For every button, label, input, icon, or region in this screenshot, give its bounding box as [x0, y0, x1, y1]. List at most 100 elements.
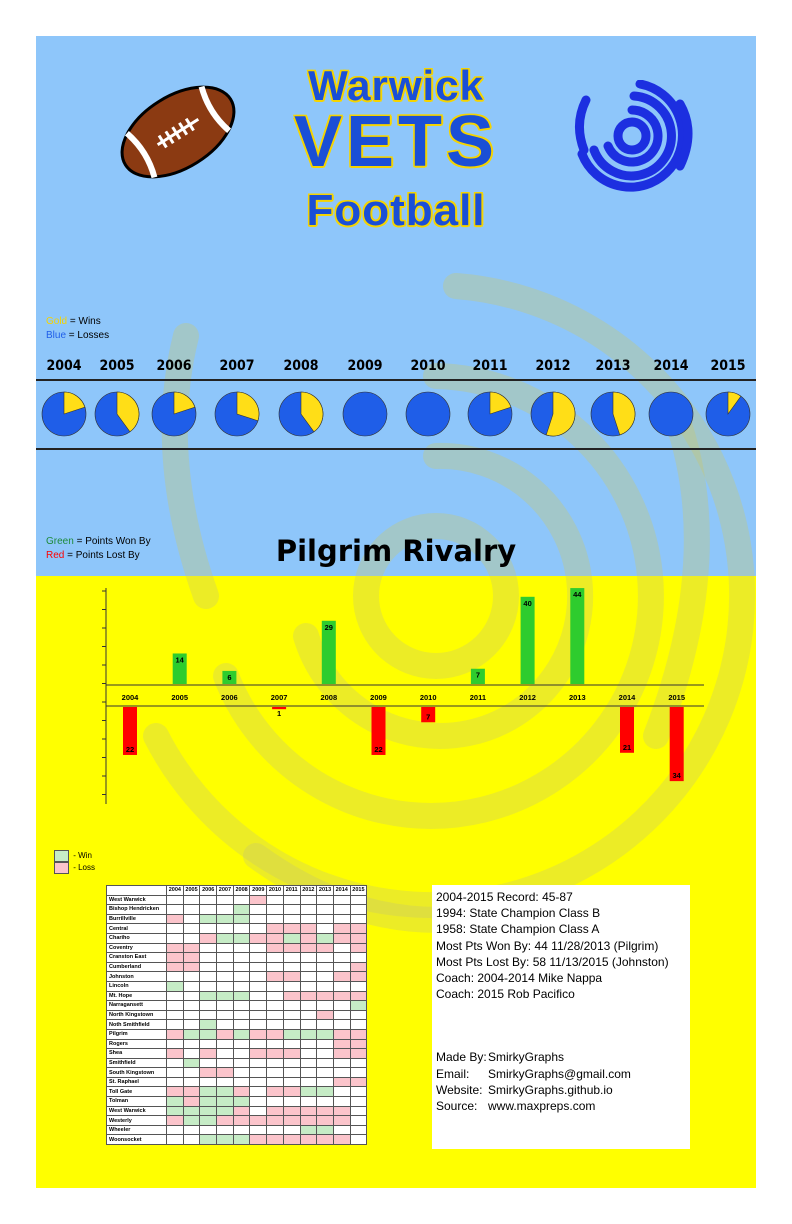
grid-header-row: 2004 2005 2006 2007 2008 2009 2010 2011 2012 2013…	[106, 885, 368, 896]
grid-year-header: 2014	[332, 885, 351, 896]
empty-cell	[266, 961, 284, 973]
stat-line: 1994: State Champion Class B	[436, 906, 601, 921]
grid-year-header: 2004	[166, 885, 184, 896]
credit-label: Source:	[436, 1099, 478, 1114]
loss-cell	[316, 1115, 334, 1126]
credit-website: Website: SmirkyGraphs.github.io	[436, 1082, 690, 1098]
loss-cell	[332, 1105, 351, 1117]
x-tick-label: 2012	[519, 693, 536, 702]
empty-cell	[166, 1038, 184, 1050]
pie-year-label: 2009	[347, 358, 383, 374]
empty-cell	[266, 904, 284, 915]
win-cell	[282, 1028, 301, 1040]
x-tick-label: 2008	[320, 693, 337, 702]
empty-cell	[316, 952, 334, 963]
rivalry-chart-title: Pilgrim Rivalry	[275, 534, 517, 568]
pie-year-label: 2005	[99, 358, 135, 374]
title-football: Football	[306, 186, 486, 235]
empty-cell	[282, 1038, 301, 1050]
loss-cell	[332, 1038, 351, 1050]
empty-cell	[316, 1038, 334, 1050]
empty-cell	[166, 1067, 184, 1078]
empty-cell	[249, 1057, 268, 1069]
team-name: Lincoln	[106, 980, 167, 992]
empty-cell	[199, 1124, 218, 1136]
win-cell	[232, 990, 251, 1002]
empty-cell	[299, 1009, 318, 1021]
empty-cell	[199, 1000, 218, 1011]
loss-cell	[282, 1086, 301, 1098]
table-row: West Warwick	[106, 894, 368, 906]
loss-cell	[349, 971, 368, 982]
bar-points-won	[172, 653, 187, 684]
grid-legend-win: - Win	[54, 850, 95, 862]
loss-cell	[349, 923, 368, 934]
empty-cell	[282, 1076, 301, 1088]
win-cell	[282, 932, 301, 944]
empty-cell	[166, 932, 184, 944]
stat-line: Coach: 2015 Rob Pacifico	[436, 987, 575, 1002]
loss-cell	[266, 942, 284, 954]
empty-cell	[166, 904, 184, 915]
empty-cell	[182, 1067, 201, 1078]
bar-value-label: 34	[673, 771, 682, 780]
loss-cell	[182, 952, 201, 963]
loss-cell	[332, 990, 351, 1002]
grid-year-header: 2013	[316, 885, 334, 896]
empty-cell	[249, 971, 268, 982]
bar-value-label: 40	[523, 599, 531, 608]
empty-cell	[266, 1038, 284, 1050]
empty-cell	[266, 1096, 284, 1107]
empty-cell	[316, 1057, 334, 1069]
pilgrim-rivalry-bar-chart: 2004 22 2005 14 2006 6 2007 1 2008 29 2009 22 2010 7 2…	[102, 588, 704, 804]
empty-cell	[166, 1019, 184, 1030]
empty-cell	[182, 980, 201, 992]
credit-label: Made By:	[436, 1050, 487, 1065]
loss-cell	[266, 923, 284, 934]
title-warwick: Warwick	[308, 62, 484, 109]
empty-cell	[332, 942, 351, 954]
empty-cell	[216, 980, 234, 992]
win-loss-pie-row	[41, 391, 751, 437]
loss-cell	[266, 971, 284, 982]
table-row: Tolman	[106, 1096, 368, 1107]
bar-points-won	[570, 588, 585, 684]
empty-cell	[282, 961, 301, 973]
empty-cell	[232, 1038, 251, 1050]
team-name: Rogers	[106, 1038, 167, 1050]
empty-cell	[316, 1019, 334, 1030]
win-cell	[199, 1028, 218, 1040]
table-row: Shea	[106, 1048, 368, 1059]
loss-cell	[349, 1048, 368, 1059]
table-row: Cranston East	[106, 952, 368, 963]
empty-cell	[199, 894, 218, 906]
pie-year-label: 2007	[219, 358, 255, 374]
empty-cell	[232, 1048, 251, 1059]
win-cell	[232, 1028, 251, 1040]
loss-cell	[182, 942, 201, 954]
empty-cell	[182, 894, 201, 906]
x-tick-label: 2013	[569, 693, 586, 702]
team-name: Johnston	[106, 971, 167, 982]
loss-cell	[332, 1076, 351, 1088]
loss-cell	[249, 1028, 268, 1040]
empty-cell	[316, 913, 334, 925]
loss-cell	[249, 1134, 268, 1146]
empty-cell	[199, 980, 218, 992]
loss-cell	[266, 1134, 284, 1146]
empty-cell	[299, 1048, 318, 1059]
empty-cell	[216, 1009, 234, 1021]
empty-cell	[199, 952, 218, 963]
loss-cell	[349, 990, 368, 1002]
win-cell	[299, 1124, 318, 1136]
bar-points-lost	[669, 707, 684, 782]
credit-value: SmirkyGraphs.github.io	[488, 1082, 613, 1097]
win-cell	[232, 932, 251, 944]
loss-cell	[349, 961, 368, 973]
grid-year-header: 2009	[249, 885, 268, 896]
loss-cell	[266, 1115, 284, 1126]
x-tick-label: 2009	[370, 693, 387, 702]
empty-cell	[249, 1000, 268, 1011]
empty-cell	[349, 1096, 368, 1107]
loss-cell	[266, 1086, 284, 1098]
